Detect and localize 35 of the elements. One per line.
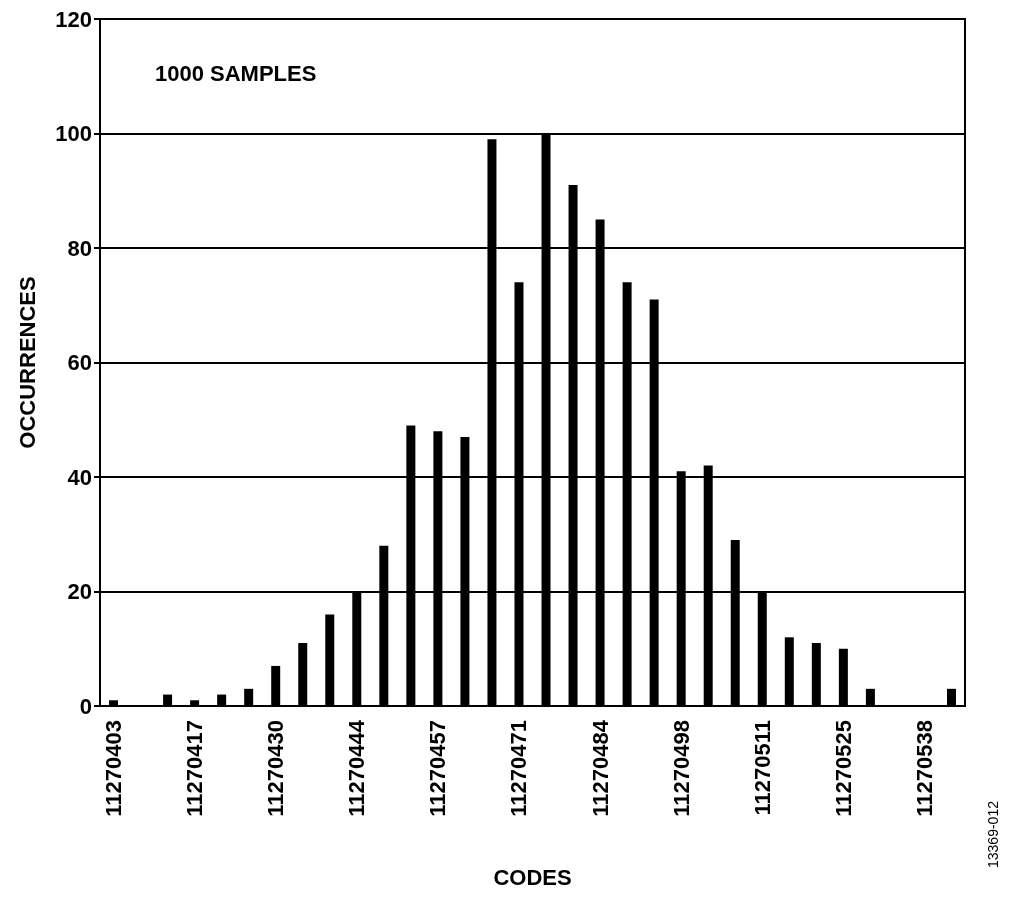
x-axis-title: CODES xyxy=(493,864,572,890)
bar xyxy=(946,688,956,706)
x-tick-label: 11270403 xyxy=(101,720,127,817)
y-tick-label: 20 xyxy=(67,579,92,604)
bar xyxy=(865,688,875,706)
bar xyxy=(298,643,308,706)
bar xyxy=(271,665,281,706)
x-tick-label: 11270538 xyxy=(911,720,937,817)
bar xyxy=(217,694,227,706)
bar xyxy=(325,614,335,706)
annotation: 1000 SAMPLES xyxy=(155,60,317,86)
bar xyxy=(163,694,173,706)
x-tick-label: 11270525 xyxy=(830,720,856,817)
y-tick-label: 100 xyxy=(55,121,92,146)
bar xyxy=(784,637,794,706)
bar xyxy=(811,643,821,706)
x-tick-label: 11270471 xyxy=(506,720,532,817)
bar xyxy=(838,648,848,706)
bar xyxy=(190,700,200,706)
x-tick-label: 11270417 xyxy=(182,720,208,817)
y-tick-label: 120 xyxy=(55,6,92,32)
x-tick-label: 11270457 xyxy=(425,720,451,817)
bar xyxy=(244,688,254,706)
y-tick-label: 60 xyxy=(67,350,92,375)
y-tick-label: 80 xyxy=(67,235,92,261)
y-tick-label: 40 xyxy=(67,464,92,490)
x-tick-label: 11270430 xyxy=(263,720,289,817)
text: 13369-012 xyxy=(985,800,1001,868)
y-tick-label: 0 xyxy=(79,693,92,719)
x-tick-label: 11270484 xyxy=(587,719,613,817)
x-tick-label: 11270444 xyxy=(344,719,370,817)
x-tick-label: 11270511 xyxy=(749,720,775,816)
y-axis-title: OCCURRENCES xyxy=(14,276,40,449)
x-tick-label: 11270498 xyxy=(668,720,694,817)
bar xyxy=(109,700,119,706)
